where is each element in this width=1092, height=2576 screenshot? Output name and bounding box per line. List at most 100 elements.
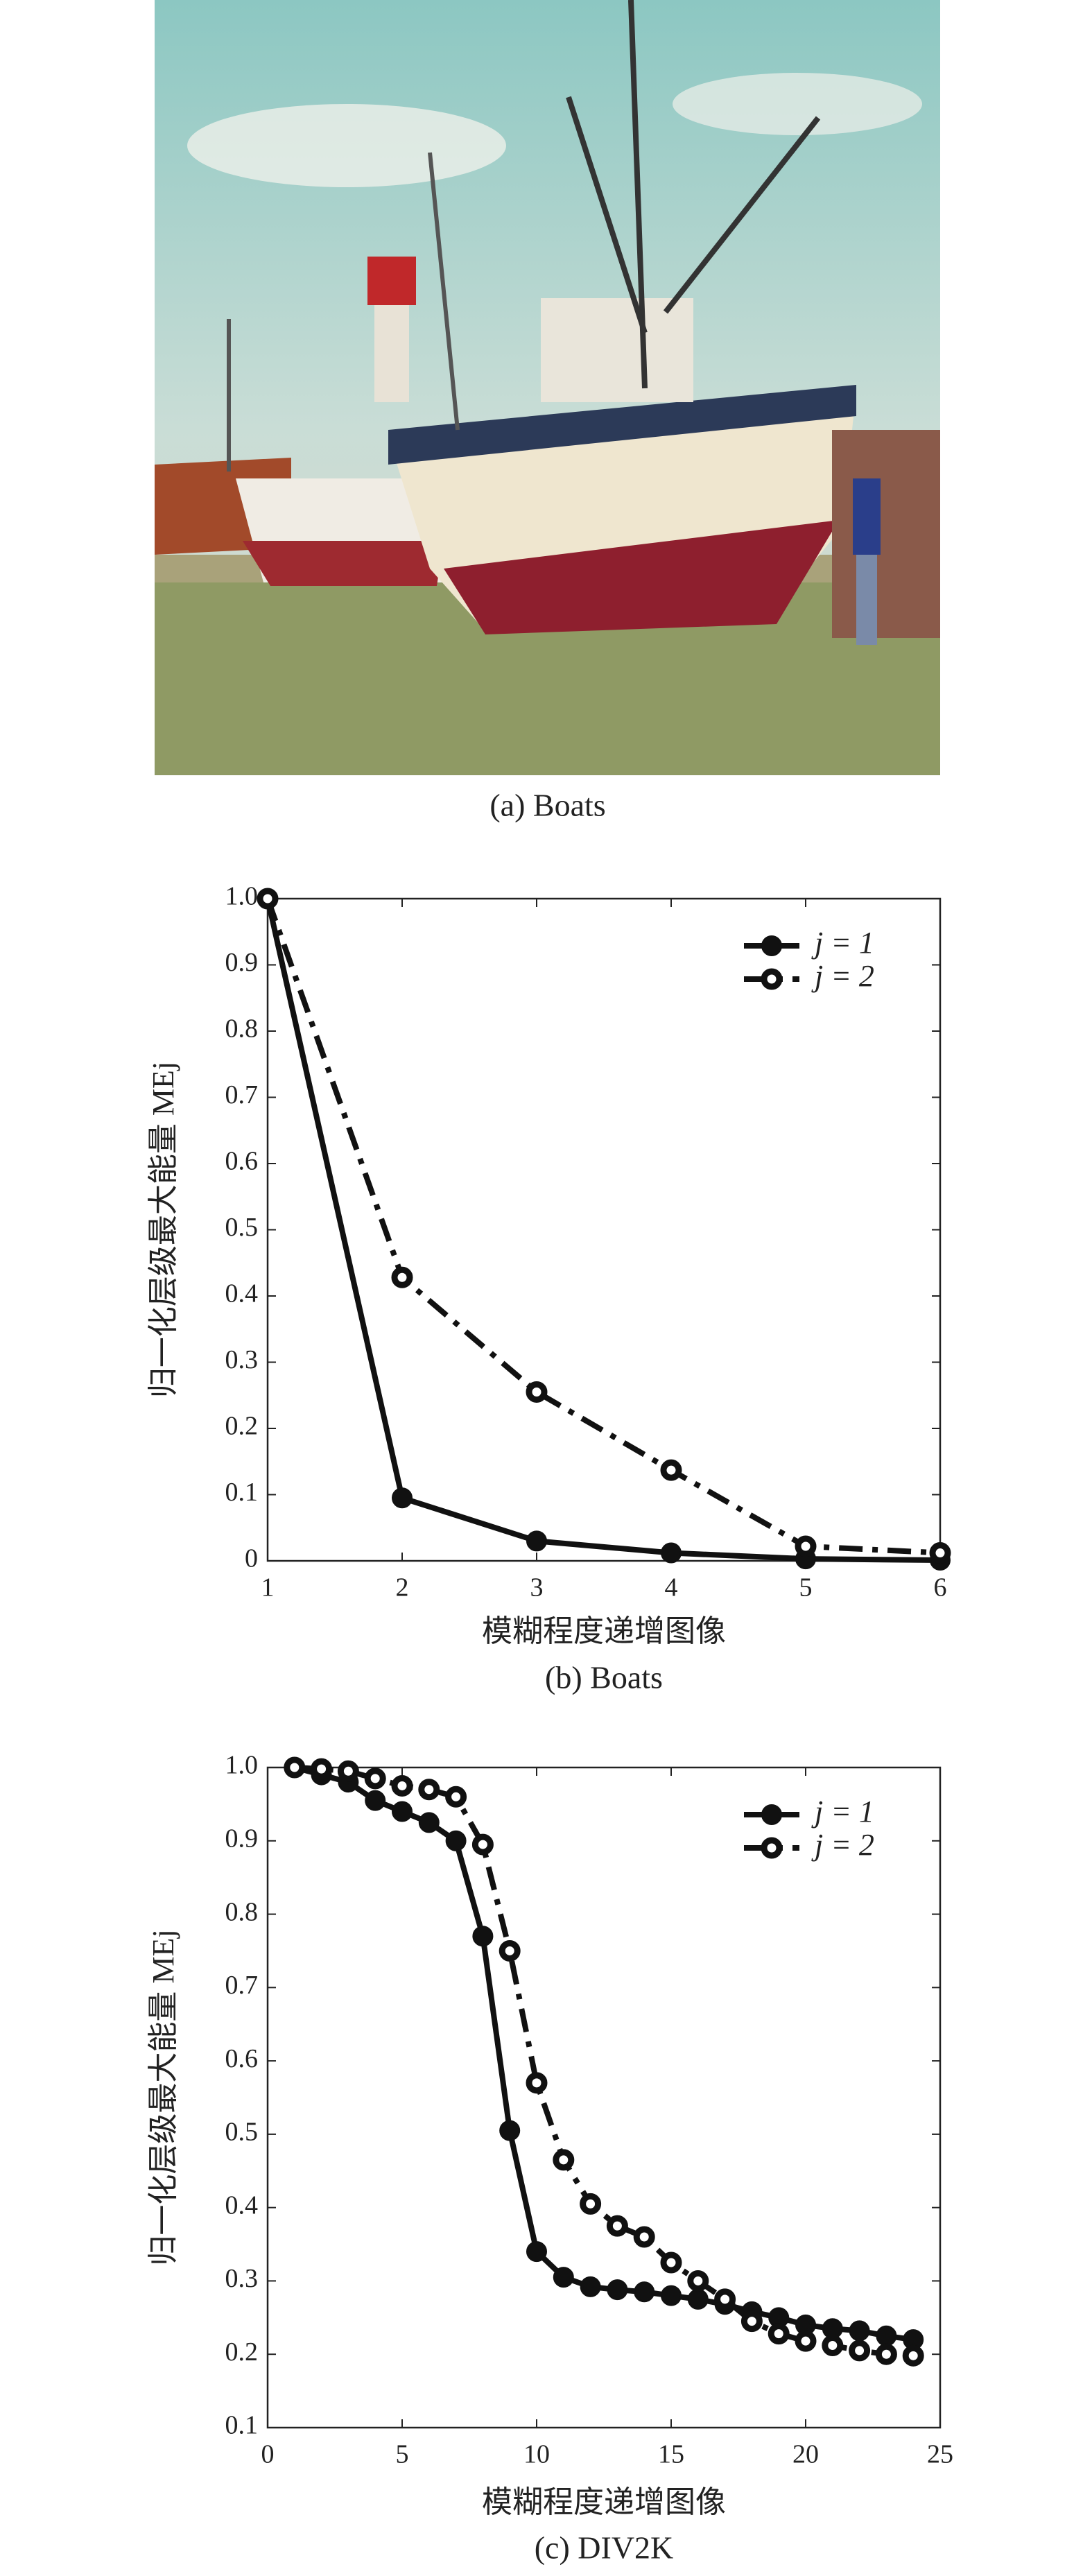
x-tick-label: 15 (658, 2440, 684, 2469)
data-point (392, 1487, 413, 1509)
data-point (876, 2325, 897, 2346)
data-point (633, 2226, 655, 2248)
x-tick-label: 2 (396, 1573, 409, 1602)
data-point (822, 2335, 844, 2357)
legend-label: j = 1 (811, 926, 874, 960)
data-point (634, 2281, 655, 2303)
data-point (580, 2193, 602, 2215)
y-tick-label: 0.5 (225, 1213, 259, 1242)
data-point (661, 2285, 682, 2306)
y-tick-label: 1.0 (225, 1751, 259, 1780)
data-point (392, 1801, 413, 1822)
y-tick-label: 0.9 (225, 1824, 259, 1853)
y-tick-label: 0.5 (225, 2118, 259, 2147)
x-tick-label: 5 (799, 1573, 813, 1602)
y-tick-label: 0.1 (225, 2411, 259, 2440)
data-point (740, 2310, 763, 2333)
data-point (418, 1812, 440, 1833)
x-tick-label: 10 (523, 2440, 550, 2469)
data-point (526, 2241, 547, 2263)
data-point (499, 2120, 521, 2141)
photo (155, 0, 940, 775)
plot-frame (266, 897, 942, 1562)
x-tick-label: 6 (934, 1573, 947, 1602)
data-point (660, 1459, 682, 1481)
data-point (687, 2288, 709, 2310)
data-point (768, 2323, 790, 2345)
data-point (607, 2279, 628, 2301)
legend-marker (761, 935, 782, 956)
data-point (257, 888, 279, 910)
x-tick-label: 5 (396, 2440, 409, 2469)
data-point (284, 1756, 306, 1779)
chart-caption: (c) DIV2K (535, 2530, 674, 2566)
legend-label: j = 2 (811, 959, 874, 993)
y-tick-label: 0.6 (225, 2044, 259, 2073)
y-tick-label: 0.1 (225, 1478, 259, 1507)
chart-caption: (b) Boats (545, 1660, 663, 1695)
y-tick-label: 0.9 (225, 948, 259, 977)
legend-marker (761, 968, 783, 990)
data-point (391, 1266, 413, 1288)
y-tick-label: 0.2 (225, 1412, 259, 1441)
plot-frame (266, 1766, 942, 2429)
data-point (661, 1542, 682, 1564)
image-caption: (a) Boats (489, 788, 605, 823)
y-tick-label: 0.8 (225, 1014, 259, 1044)
data-point (364, 1767, 386, 1790)
data-point (445, 1786, 467, 1808)
y-tick-label: 0.3 (225, 1345, 259, 1374)
data-point (606, 2215, 628, 2237)
legend-marker (761, 1837, 783, 1859)
data-point (471, 1833, 494, 1856)
data-point (687, 2270, 709, 2292)
y-tick-label: 0.6 (225, 1147, 259, 1176)
y-tick-label: 0.2 (225, 2337, 259, 2367)
data-point (391, 1774, 413, 1797)
data-point (553, 2267, 574, 2288)
x-tick-label: 1 (261, 1573, 275, 1602)
data-point (795, 1535, 817, 1557)
legend-marker (761, 1804, 782, 1825)
x-tick-label: 20 (792, 2440, 819, 2469)
series-line (265, 897, 941, 1556)
y-tick-label: 0.8 (225, 1897, 259, 1926)
y-tick-label: 0.7 (225, 1080, 259, 1109)
y-tick-label: 0 (245, 1544, 258, 1573)
x-tick-label: 25 (927, 2440, 953, 2469)
x-tick-label: 0 (261, 2440, 275, 2469)
data-point (714, 2288, 736, 2310)
data-point (553, 2149, 575, 2171)
data-point (795, 2330, 817, 2352)
data-point (526, 1530, 547, 1552)
data-point (849, 2320, 870, 2342)
legend-label: j = 2 (811, 1828, 874, 1862)
y-tick-label: 0.4 (225, 1279, 259, 1308)
data-point (849, 2340, 871, 2362)
x-axis-label: 模糊程度递增图像 (482, 1614, 726, 1648)
data-point (929, 1542, 951, 1564)
data-point (902, 2344, 924, 2367)
data-point (580, 2276, 601, 2297)
legend-label: j = 1 (811, 1795, 874, 1829)
x-tick-label: 4 (665, 1573, 678, 1602)
data-point (311, 1758, 333, 1780)
y-tick-label: 0.4 (225, 2190, 259, 2220)
data-point (499, 1939, 521, 1962)
data-point (365, 1790, 386, 1811)
data-point (526, 2072, 548, 2094)
y-tick-label: 0.3 (225, 2264, 259, 2293)
data-point (472, 1926, 494, 1947)
data-point (526, 1381, 548, 1403)
data-point (660, 2251, 682, 2274)
y-tick-label: 0.7 (225, 1971, 259, 2000)
x-tick-label: 3 (530, 1573, 544, 1602)
y-axis-label: 归一化层级最大能量 MEj (146, 1062, 180, 1398)
data-point (337, 1760, 359, 1782)
data-point (418, 1779, 440, 1801)
x-axis-label: 模糊程度递增图像 (482, 2485, 726, 2519)
data-point (445, 1830, 467, 1851)
y-axis-label: 归一化层级最大能量 MEj (146, 1929, 180, 2265)
y-tick-label: 1.0 (225, 882, 259, 911)
